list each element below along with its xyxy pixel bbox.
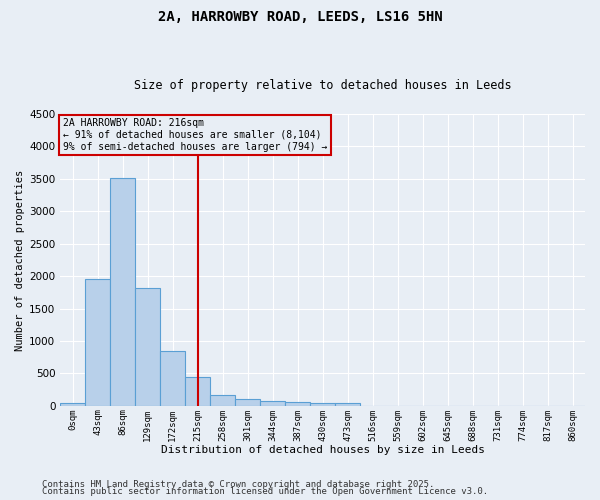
X-axis label: Distribution of detached houses by size in Leeds: Distribution of detached houses by size … [161, 445, 485, 455]
Bar [135, 288, 160, 406]
Bar [260, 401, 285, 406]
Bar [160, 350, 185, 406]
Bar [185, 376, 210, 406]
Text: 2A HARROWBY ROAD: 216sqm
← 91% of detached houses are smaller (8,104)
9% of semi: 2A HARROWBY ROAD: 216sqm ← 91% of detach… [63, 118, 327, 152]
Bar [110, 178, 135, 406]
Bar [335, 403, 360, 406]
Bar [310, 403, 335, 406]
Text: 2A, HARROWBY ROAD, LEEDS, LS16 5HN: 2A, HARROWBY ROAD, LEEDS, LS16 5HN [158, 10, 442, 24]
Bar [285, 402, 310, 406]
Bar [210, 396, 235, 406]
Text: Contains public sector information licensed under the Open Government Licence v3: Contains public sector information licen… [42, 488, 488, 496]
Title: Size of property relative to detached houses in Leeds: Size of property relative to detached ho… [134, 79, 511, 92]
Bar [235, 399, 260, 406]
Text: Contains HM Land Registry data © Crown copyright and database right 2025.: Contains HM Land Registry data © Crown c… [42, 480, 434, 489]
Bar [60, 402, 85, 406]
Y-axis label: Number of detached properties: Number of detached properties [15, 170, 25, 350]
Bar [85, 280, 110, 406]
